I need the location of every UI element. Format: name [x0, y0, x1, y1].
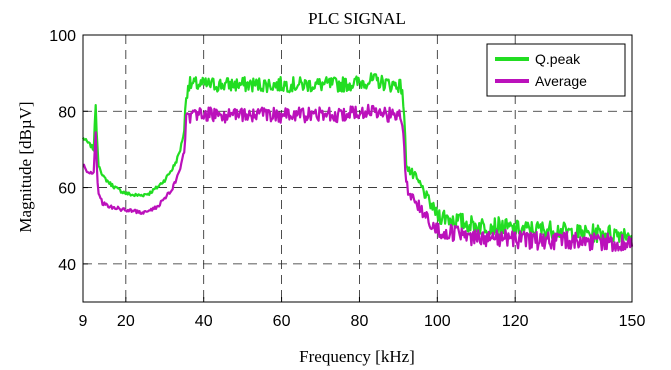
y-tick-label: 60 — [58, 181, 76, 198]
legend-label-qpeak: Q.peak — [535, 51, 581, 67]
series-line-average — [82, 103, 634, 253]
y-tick-label: 80 — [58, 104, 76, 121]
x-tick-label: 80 — [351, 313, 369, 330]
x-tick-label: 60 — [273, 313, 291, 330]
plot-frame — [82, 34, 633, 303]
x-tick-label: 120 — [502, 313, 529, 330]
legend-box — [486, 43, 626, 97]
legend: Q.peak Average — [486, 43, 626, 97]
axis-ticks: 9 20 40 60 80 100 120 150 40 60 80 100 — [49, 28, 645, 330]
y-tick-label: 100 — [49, 28, 76, 45]
y-axis-label: Magnitude [dBµV] — [16, 101, 35, 232]
x-tick-label: 100 — [424, 313, 451, 330]
x-tick-label: 20 — [117, 313, 135, 330]
x-tick-label: 40 — [195, 313, 213, 330]
x-axis-label: Frequency [kHz] — [299, 347, 415, 366]
chart-title: PLC SIGNAL — [308, 9, 406, 28]
x-tick-label: 9 — [79, 313, 88, 330]
legend-label-average: Average — [535, 73, 587, 89]
data-series — [82, 72, 634, 253]
y-tick-label: 40 — [58, 257, 76, 274]
series-line-q-peak — [82, 72, 633, 244]
grid-lines — [83, 35, 632, 302]
x-tick-label: 150 — [619, 313, 646, 330]
